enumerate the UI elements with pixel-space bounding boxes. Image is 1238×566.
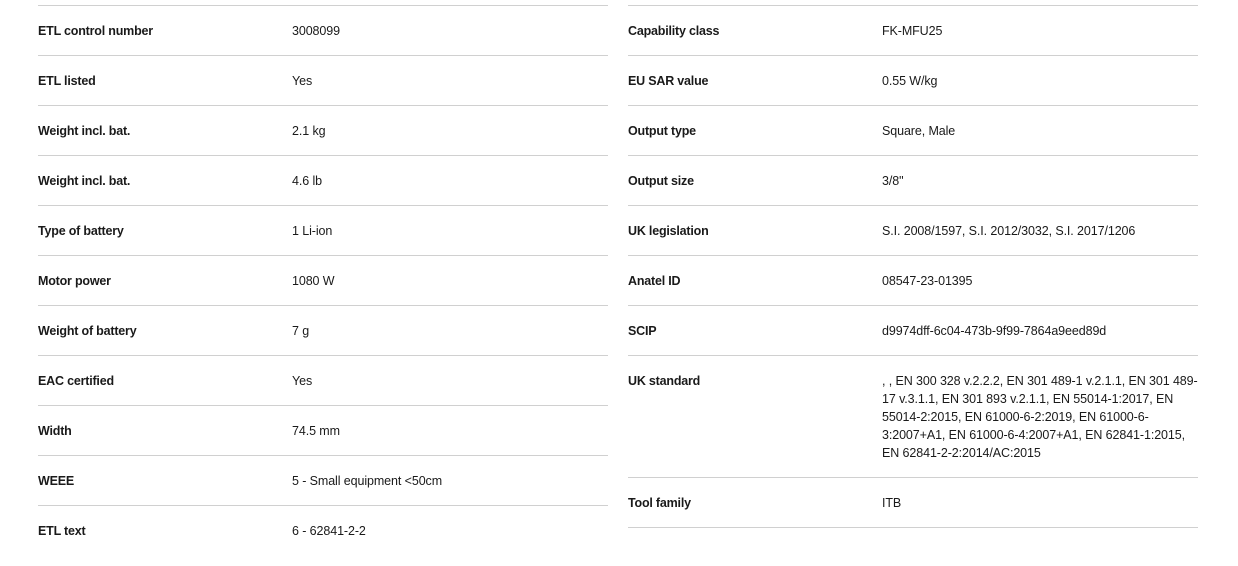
spec-table-right: Capability class FK-MFU25 EU SAR value 0.55… xyxy=(628,5,1198,528)
spec-value: 3/8" xyxy=(882,174,904,188)
spec-value: 5 - Small equipment <50cm xyxy=(292,474,443,488)
spec-table-left: ETL control number 3008099 ETL listed Yes We… xyxy=(38,5,608,556)
spec-value: 08547-23-01395 xyxy=(882,274,973,288)
spec-label: Weight incl. bat. xyxy=(38,174,131,188)
spec-label: SCIP xyxy=(628,324,657,338)
spec-label: EAC certified xyxy=(38,374,114,388)
spec-label: WEEE xyxy=(38,474,75,488)
spec-row: UK legislation S.I. 2008/1597, S.I. 2012/… xyxy=(628,206,1198,256)
spec-row: Capability class FK-MFU25 xyxy=(628,6,1198,56)
spec-value: 3008099 xyxy=(292,24,340,38)
spec-value: 1080 W xyxy=(292,274,335,288)
spec-row: Type of battery 1 Li-ion xyxy=(38,206,608,256)
spec-value: Yes xyxy=(292,374,313,388)
spec-value: 1 Li-ion xyxy=(292,224,333,238)
spec-value: FK-MFU25 xyxy=(882,24,943,38)
spec-value: 2.1 kg xyxy=(292,124,326,138)
spec-row: Output size 3/8" xyxy=(628,156,1198,206)
spec-row: Output type Square, Male xyxy=(628,106,1198,156)
spec-label: Weight incl. bat. xyxy=(38,124,131,138)
spec-row: Motor power 1080 W xyxy=(38,256,608,306)
spec-label: Anatel ID xyxy=(628,274,681,288)
spec-value: 6 - 62841-2-2 xyxy=(292,524,366,538)
spec-label: EU SAR value xyxy=(628,74,709,88)
spec-row: Weight incl. bat. 2.1 kg xyxy=(38,106,608,156)
spec-label: Motor power xyxy=(38,274,111,288)
spec-label: Output type xyxy=(628,124,696,138)
spec-label: Tool family xyxy=(628,496,691,510)
spec-row: Weight incl. bat. 4.6 lb xyxy=(38,156,608,206)
spec-label: Type of battery xyxy=(38,224,124,238)
spec-value: d9974dff-6c04-473b-9f99-7864a9eed89d xyxy=(882,324,1107,338)
spec-label: Output size xyxy=(628,174,694,188)
spec-label: UK legislation xyxy=(628,224,709,238)
spec-row: Weight of battery 7 g xyxy=(38,306,608,356)
spec-label: Width xyxy=(38,424,72,438)
spec-row: EU SAR value 0.55 W/kg xyxy=(628,56,1198,106)
spec-row: ETL text 6 - 62841-2-2 xyxy=(38,506,608,556)
spec-value: S.I. 2008/1597, S.I. 2012/3032, S.I. 201… xyxy=(882,224,1136,238)
spec-row: SCIP d9974dff-6c04-473b-9f99-7864a9eed89d xyxy=(628,306,1198,356)
spec-label: UK standard xyxy=(628,374,701,388)
spec-row: UK standard , , EN 300 328 v.2.2.2, EN 30… xyxy=(628,356,1198,478)
spec-value: Square, Male xyxy=(882,124,956,138)
spec-row: EAC certified Yes xyxy=(38,356,608,406)
spec-value: 0.55 W/kg xyxy=(882,74,938,88)
spec-label: ETL listed xyxy=(38,74,96,88)
spec-value: , , EN 300 328 v.2.2.2, EN 301 489-1 v.2… xyxy=(882,374,1198,460)
spec-row: ETL listed Yes xyxy=(38,56,608,106)
spec-label: Capability class xyxy=(628,24,720,38)
spec-value: 4.6 lb xyxy=(292,174,322,188)
spec-label: ETL text xyxy=(38,524,86,538)
spec-row: Tool family ITB xyxy=(628,478,1198,528)
spec-value: ITB xyxy=(882,496,902,510)
spec-label: Weight of battery xyxy=(38,324,137,338)
spec-value: 74.5 mm xyxy=(292,424,340,438)
spec-value: 7 g xyxy=(292,324,310,338)
spec-label: ETL control number xyxy=(38,24,153,38)
spec-row: Anatel ID 08547-23-01395 xyxy=(628,256,1198,306)
spec-row: ETL control number 3008099 xyxy=(38,6,608,56)
spec-row: WEEE 5 - Small equipment <50cm xyxy=(38,456,608,506)
spec-value: Yes xyxy=(292,74,313,88)
spec-row: Width 74.5 mm xyxy=(38,406,608,456)
